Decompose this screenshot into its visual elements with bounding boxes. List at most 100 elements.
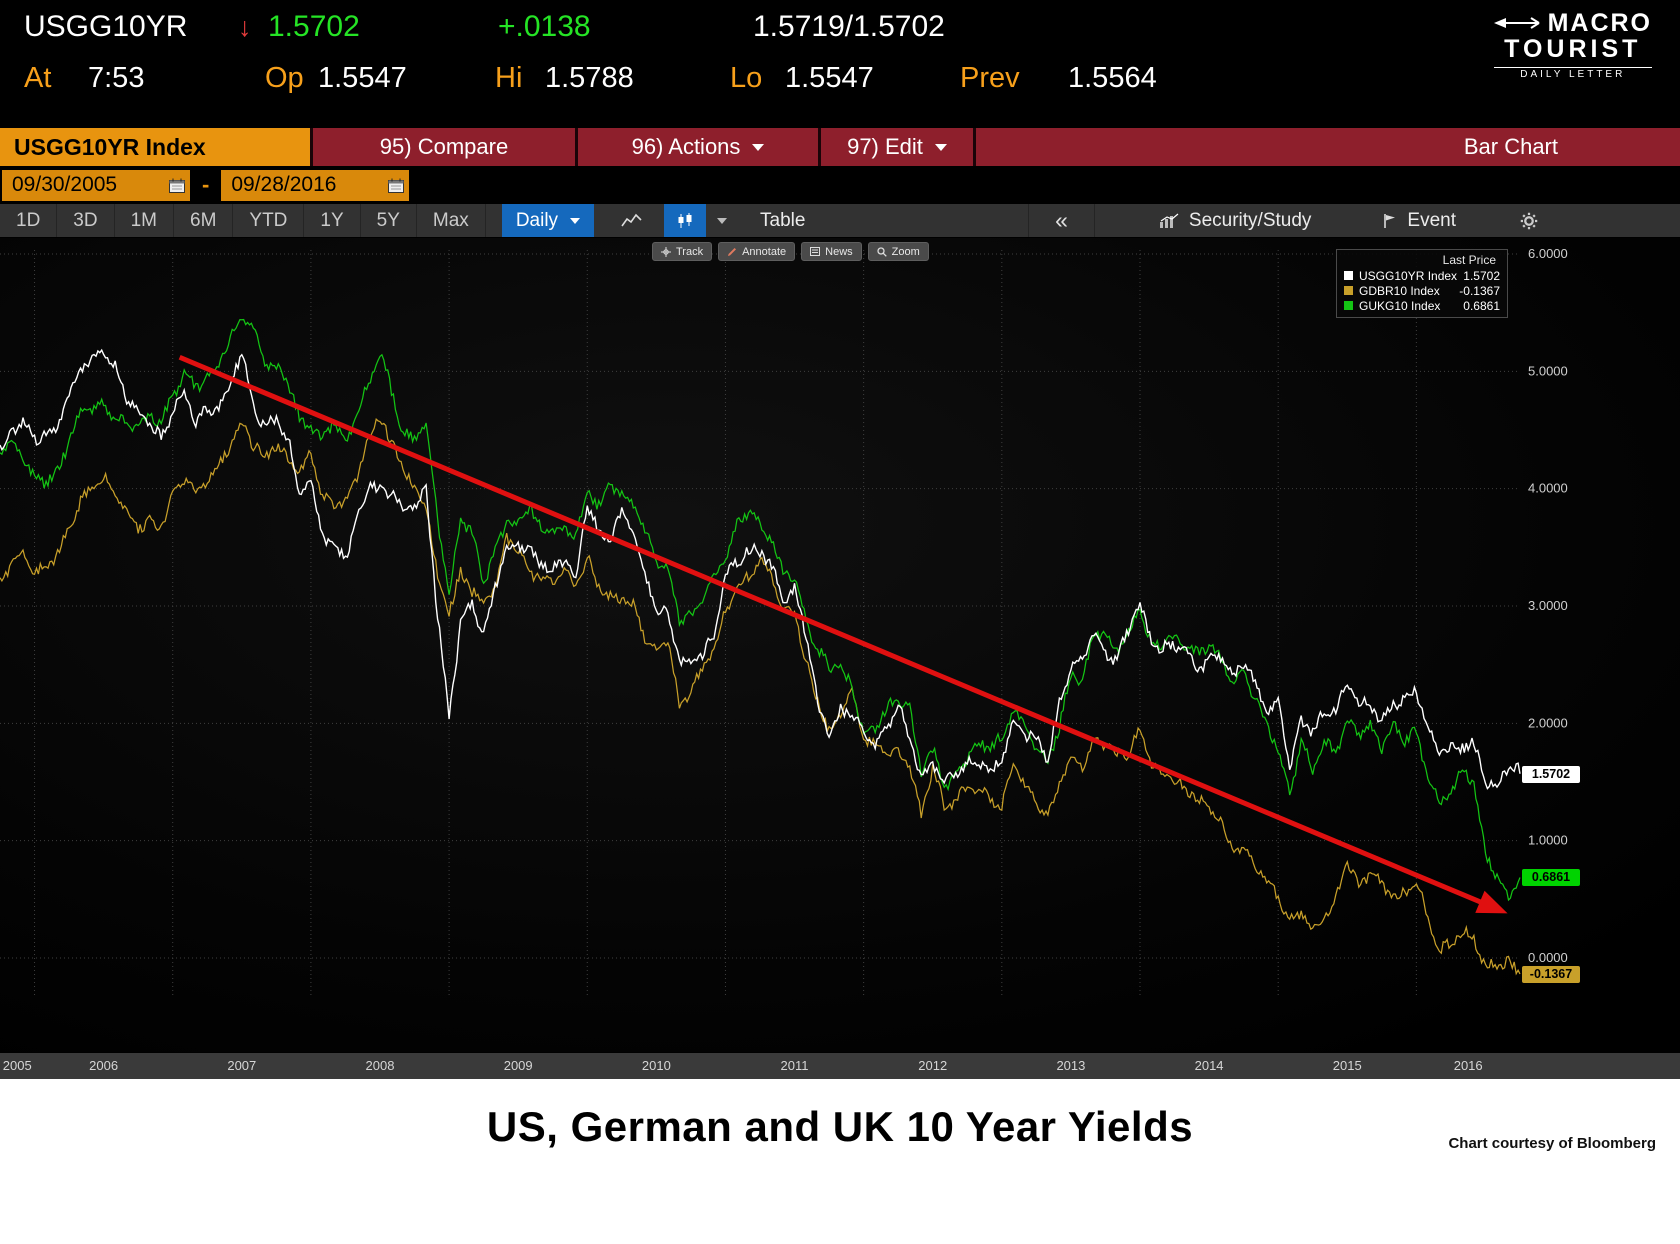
period-tab-max[interactable]: Max [417, 204, 486, 237]
logo-macro-text: MACRO [1547, 9, 1652, 37]
series-line-1 [0, 418, 1521, 976]
prev-label: Prev [960, 62, 1020, 94]
pencil-icon [728, 247, 737, 256]
last-price-tag: -0.1367 [1522, 966, 1580, 984]
date-range-separator: - [202, 172, 210, 197]
end-date-input[interactable]: 09/28/2016 [221, 169, 410, 201]
calendar-icon[interactable] [388, 178, 405, 193]
last-price: 1.5702 [268, 10, 360, 43]
x-axis-year-label: 2014 [1194, 1058, 1224, 1073]
quote-row-price: USGG10YR ↓ 1.5702 +.0138 1.5719/1.5702 [24, 10, 1680, 62]
high-label: Hi [495, 62, 523, 94]
macro-tourist-logo: MACRO TOURIST DAILY LETTER [1493, 9, 1652, 81]
chart-canvas[interactable]: 6.0000 5.0000 4.0000 3.0000 2.0000 1.0000 0.00… [0, 238, 1680, 1052]
open-value: 1.5547 [318, 62, 407, 94]
x-axis-year-label: 2006 [89, 1058, 119, 1073]
x-axis-year-label: 2005 [2, 1058, 32, 1073]
series-name: GUKG10 Index [1359, 298, 1441, 313]
last-price-tag: 0.6861 [1522, 869, 1580, 887]
news-button[interactable]: News [801, 242, 862, 261]
period-tab-5y[interactable]: 5Y [361, 204, 417, 237]
start-date-input[interactable]: 09/30/2005 [2, 169, 190, 201]
security-study-button[interactable]: Security/Study [1159, 210, 1311, 232]
track-button[interactable]: Track [652, 242, 713, 261]
quote-header: USGG10YR ↓ 1.5702 +.0138 1.5719/1.5702 A… [0, 0, 1680, 128]
chart-title: US, German and UK 10 Year Yields [486, 1103, 1194, 1150]
series-name: USGG10YR Index [1359, 268, 1458, 283]
period-tab-3d[interactable]: 3D [57, 204, 115, 237]
legend-item-usgg10yr[interactable]: USGG10YR Index 1.5702 [1344, 268, 1500, 283]
y-axis-label: 5.0000 [1528, 363, 1568, 378]
table-button[interactable]: Table [760, 209, 806, 231]
legend-title: Last Price [1442, 253, 1496, 267]
quote-row-ohlc: At 7:53 Op 1.5547 Hi 1.5788 Lo 1.5547 Pr… [24, 62, 1680, 108]
y-axis-label: 6.0000 [1528, 246, 1568, 261]
x-axis-year-label: 2016 [1453, 1058, 1483, 1073]
frequency-select[interactable]: Daily [501, 204, 595, 237]
chart-legend: Last Price USGG10YR Index 1.5702 GDBR10 … [1336, 249, 1508, 318]
end-date-value: 09/28/2016 [231, 173, 337, 196]
zoom-label: Zoom [891, 245, 920, 258]
series-name: GDBR10 Index [1359, 283, 1440, 298]
last-price-tag: 1.5702 [1522, 765, 1580, 783]
candle-chart-type-button[interactable] [664, 204, 707, 237]
candlestick-icon [678, 212, 692, 228]
actions-label: 96) Actions [631, 134, 741, 159]
x-axis-year-label: 2011 [780, 1058, 809, 1073]
annotate-button[interactable]: Annotate [718, 242, 796, 261]
newspaper-icon [810, 247, 821, 256]
caption-area: US, German and UK 10 Year Yields Chart c… [0, 1079, 1680, 1244]
calendar-glyph [169, 178, 185, 193]
x-axis-year-label: 2007 [227, 1058, 257, 1073]
series-swatch [1344, 301, 1353, 310]
x-axis: 2005 2006 2007 2008 2009 2010 2011 2012 2013 2014… [0, 1052, 1680, 1079]
caret-down-icon [752, 143, 765, 151]
arrow-icon [1493, 17, 1540, 29]
menu-bar-spacer [973, 128, 1464, 166]
compare-button[interactable]: 95) Compare [310, 128, 575, 166]
period-tab-1y[interactable]: 1Y [304, 204, 361, 237]
x-axis-year-label: 2008 [365, 1058, 395, 1073]
ticker-tab[interactable]: USGG10YR Index [0, 128, 310, 166]
calendar-glyph [388, 178, 405, 193]
at-label: At [24, 62, 52, 94]
y-axis-label: 3.0000 [1528, 598, 1568, 613]
actions-button[interactable]: 96) Actions [575, 128, 818, 166]
event-button[interactable]: Event [1383, 210, 1456, 232]
prev-value: 1.5564 [1068, 62, 1157, 94]
event-label: Event [1407, 209, 1456, 231]
start-date-value: 09/30/2005 [12, 173, 118, 196]
gear-glyph [1520, 212, 1538, 229]
logo-daily-letter-text: DAILY LETTER [1493, 66, 1652, 81]
period-tab-1d[interactable]: 1D [0, 204, 58, 237]
caret-down-icon [934, 143, 947, 151]
period-tab-1m[interactable]: 1M [115, 204, 174, 237]
chart-style-caret-button[interactable] [706, 204, 738, 237]
annotate-label: Annotate [742, 245, 787, 258]
series-last-price: 1.5702 [1463, 268, 1500, 283]
period-tab-ytd[interactable]: YTD [233, 204, 305, 237]
legend-item-gukg10[interactable]: GUKG10 Index 0.6861 [1344, 298, 1500, 313]
series-swatch [1344, 286, 1353, 295]
collapse-panel-button[interactable]: « [1028, 204, 1095, 237]
x-axis-year-label: 2012 [918, 1058, 948, 1073]
settings-gear-icon[interactable] [1520, 212, 1538, 230]
chart-area[interactable]: 6.0000 5.0000 4.0000 3.0000 2.0000 1.0000 0.00… [0, 238, 1680, 1052]
chart-type-label: Bar Chart [1463, 134, 1558, 159]
y-axis-label: 4.0000 [1528, 481, 1568, 496]
zoom-button[interactable]: Zoom [867, 242, 929, 261]
price-change: +.0138 [498, 10, 591, 43]
y-axis-label: 0.0000 [1528, 950, 1568, 965]
series-line-2 [0, 318, 1521, 902]
calendar-icon[interactable] [169, 178, 185, 193]
chart-toolbar: 1D 3D 1M 6M YTD 1Y 5Y Max Daily Tab [0, 204, 1680, 238]
legend-item-gdbr10[interactable]: GDBR10 Index -0.1367 [1344, 283, 1500, 298]
period-tab-6m[interactable]: 6M [174, 204, 234, 237]
x-axis-year-label: 2013 [1056, 1058, 1086, 1073]
open-label: Op [265, 62, 304, 94]
credit-text: Chart courtesy of Bloomberg [1448, 1135, 1656, 1152]
line-chart-type-button[interactable] [610, 204, 654, 237]
edit-button[interactable]: 97) Edit [818, 128, 973, 166]
price-down-arrow-icon: ↓ [238, 12, 252, 42]
